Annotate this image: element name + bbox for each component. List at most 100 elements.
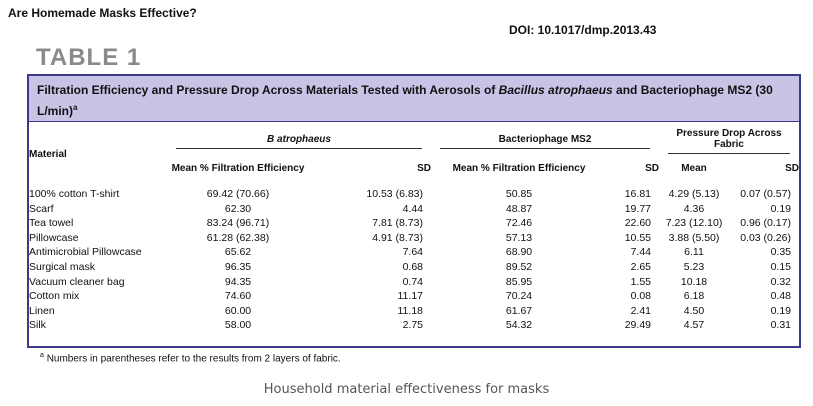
data-table: Material B atrophaeus Bacteriophage MS2 …: [29, 122, 799, 333]
b-mean-cell: 60.00: [224, 304, 252, 317]
group-pressure-header-cell: Pressure Drop Across Fabric: [659, 122, 799, 155]
b-sd-cell: 7.81 (8.73): [372, 217, 423, 230]
table-row: Scarf 62.30 4.44 48.87 19.77 4.36 0.19: [29, 202, 799, 217]
footnote-marker: a: [40, 352, 44, 359]
material-header: Material: [29, 148, 67, 160]
b-mean-cell: 74.60: [224, 290, 252, 303]
ms2-sd-cell: 10.55: [624, 231, 651, 244]
ms2-sd-cell: 29.49: [624, 319, 651, 332]
table-row: Antimicrobial Pillowcase 65.62 7.64 68.9…: [29, 245, 799, 260]
b-mean-cell: 94.35: [224, 275, 252, 288]
pressure-sd-cell: 0.32: [770, 275, 791, 288]
table-caption: Filtration Efficiency and Pressure Drop …: [29, 76, 799, 122]
ms2-sd-cell: 2.65: [630, 260, 651, 273]
ms2-mean-header: Mean % Filtration Efficiency: [452, 162, 586, 174]
table-row: Cotton mix 74.60 11.17 70.24 0.08 6.18 0…: [29, 289, 799, 304]
b-sd-cell: 4.44: [402, 202, 423, 215]
material-cell: Silk: [29, 319, 46, 332]
pressure-sd-cell: 0.96 (0.17): [740, 217, 791, 230]
pressure-mean-cell: 4.50: [683, 304, 705, 317]
ms2-sd-cell: 7.44: [630, 246, 651, 259]
material-cell: 100% cotton T-shirt: [29, 188, 120, 200]
ms2-mean-cell: 70.24: [505, 290, 533, 303]
ms2-mean-cell: 89.52: [505, 260, 533, 273]
ms2-mean-cell: 48.87: [505, 202, 533, 215]
material-cell: Surgical mask: [29, 260, 95, 273]
table-row: Silk 58.00 2.75 54.32 29.49 4.57 0.31: [29, 318, 799, 333]
group-b-header-cell: B atrophaeus: [167, 122, 431, 155]
b-mean-cell: 69.42 (70.66): [206, 188, 270, 200]
ms2-sd-cell: 0.08: [630, 290, 651, 303]
ms2-sd-cell: 19.77: [624, 202, 651, 215]
table-footnote: a Numbers in parentheses refer to the re…: [40, 352, 341, 364]
pressure-sd-cell: 0.19: [770, 304, 791, 317]
group-b-atrophaeus: B atrophaeus: [267, 133, 331, 145]
ms2-sd-cell: 22.60: [624, 217, 651, 230]
pressure-sd-cell: 0.35: [770, 246, 791, 259]
caption-text-end: and Bacteriophage MS2 (30 L/min): [37, 83, 776, 118]
pressure-sd-cell: 0.07 (0.57): [740, 188, 791, 200]
b-sd-cell: 7.64: [402, 246, 423, 259]
pressure-mean-cell: 4.57: [683, 319, 705, 332]
material-cell: Vacuum cleaner bag: [29, 275, 125, 288]
table-row: 100% cotton T-shirt 69.42 (70.66) 10.53 …: [29, 181, 799, 202]
pressure-mean-cell: 6.18: [683, 290, 705, 303]
pressure-mean-cell: 4.29 (5.13): [668, 188, 720, 200]
b-sd-cell: 0.68: [402, 260, 423, 273]
caption-text-start: Filtration Efficiency and Pressure Drop …: [37, 83, 499, 97]
ms2-mean-cell: 54.32: [505, 319, 533, 332]
pressure-sd-cell: 0.03 (0.26): [740, 231, 791, 244]
b-mean-cell: 61.28 (62.38): [206, 231, 270, 244]
b-sd-cell: 11.18: [397, 304, 424, 317]
group-b-rule: [176, 147, 422, 149]
material-cell: Linen: [29, 304, 55, 317]
table-frame: Filtration Efficiency and Pressure Drop …: [27, 74, 801, 348]
table-label: TABLE 1: [36, 44, 142, 71]
table-row: Vacuum cleaner bag 94.35 0.74 85.95 1.55…: [29, 275, 799, 290]
ms2-sd-cell: 16.81: [624, 188, 651, 200]
material-cell: Antimicrobial Pillowcase: [29, 246, 142, 259]
b-mean-cell: 58.00: [224, 319, 252, 332]
ms2-mean-cell: 61.67: [505, 304, 533, 317]
pressure-mean-cell: 5.23: [683, 260, 705, 273]
caption-species: Bacillus atrophaeus: [498, 83, 613, 97]
group-ms2-rule: [440, 147, 650, 149]
b-sd-cell: 0.74: [402, 275, 423, 288]
b-mean-cell: 65.62: [224, 246, 252, 259]
caption-footnote-marker: a: [73, 103, 78, 112]
ms2-sd-cell: 2.41: [630, 304, 651, 317]
doi-text: DOI: 10.1017/dmp.2013.43: [509, 23, 657, 37]
table-row: Tea towel 83.24 (96.71) 7.81 (8.73) 72.4…: [29, 216, 799, 231]
table-row: Surgical mask 96.35 0.68 89.52 2.65 5.23…: [29, 260, 799, 275]
b-sd-cell: 4.91 (8.73): [372, 231, 423, 244]
pressure-sd-cell: 0.19: [770, 202, 791, 215]
group-ms2-header-cell: Bacteriophage MS2: [431, 122, 659, 155]
ms2-mean-cell: 68.90: [505, 246, 533, 259]
group-pressure-drop: Pressure Drop Across Fabric: [676, 128, 782, 150]
b-mean-cell: 83.24 (96.71): [206, 217, 270, 230]
ms2-mean-cell: 85.95: [505, 275, 533, 288]
page-heading: Are Homemade Masks Effective?: [8, 6, 197, 20]
ms2-sd-cell: 1.55: [630, 275, 651, 288]
b-sd-cell: 11.17: [397, 290, 424, 303]
pressure-mean-cell: 4.36: [683, 202, 705, 215]
pressure-mean-header: Mean: [681, 162, 707, 174]
table-row: Linen 60.00 11.18 61.67 2.41 4.50 0.19: [29, 304, 799, 319]
sub-header-row: Mean % Filtration Efficiency SD Mean % F…: [29, 155, 799, 181]
b-sd-header: SD: [417, 162, 431, 174]
material-cell: Cotton mix: [29, 290, 80, 303]
group-pressure-rule: [668, 153, 790, 154]
b-mean-cell: 62.30: [224, 202, 252, 215]
material-cell: Scarf: [29, 202, 54, 215]
figure-caption: Household material effectiveness for mas…: [263, 382, 550, 397]
group-bacteriophage-ms2: Bacteriophage MS2: [498, 133, 592, 145]
b-mean-cell: 96.35: [224, 260, 252, 273]
ms2-mean-cell: 50.85: [505, 188, 533, 200]
footnote-text: Numbers in parentheses refer to the resu…: [46, 353, 341, 365]
b-mean-header: Mean % Filtration Efficiency: [171, 162, 305, 174]
material-cell: Pillowcase: [29, 231, 79, 244]
pressure-mean-cell: 6.11: [684, 246, 704, 259]
pressure-sd-header: SD: [785, 162, 799, 174]
pressure-sd-cell: 0.15: [770, 260, 791, 273]
group-header-row: Material B atrophaeus Bacteriophage MS2 …: [29, 122, 799, 160]
